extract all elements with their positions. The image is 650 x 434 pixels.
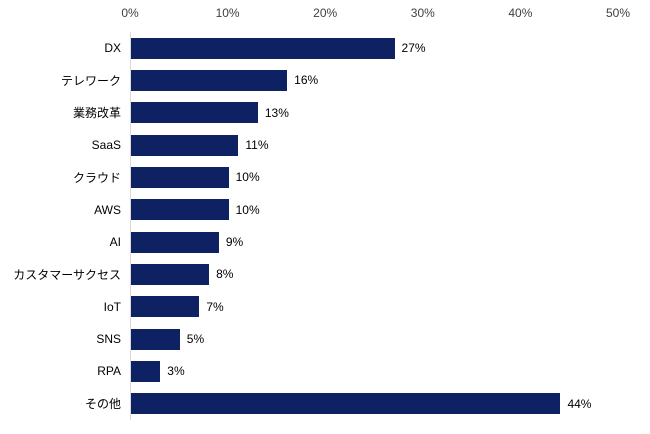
bar-row: その他 44% bbox=[0, 387, 650, 420]
bar bbox=[131, 296, 200, 318]
category-label: SaaS bbox=[91, 138, 121, 153]
x-axis-tick-label: 20% bbox=[313, 6, 338, 20]
category-label: カスタマーサクセス bbox=[13, 267, 121, 282]
x-axis-tick-label: 40% bbox=[508, 6, 533, 20]
bar-row: AWS 10% bbox=[0, 193, 650, 226]
bar-row: SNS 5% bbox=[0, 322, 650, 356]
bar-zone: 10% bbox=[130, 161, 618, 194]
value-label: 8% bbox=[216, 267, 234, 282]
bar-zone: 9% bbox=[130, 225, 618, 259]
x-axis-tick-label: 10% bbox=[215, 6, 240, 20]
bar bbox=[131, 328, 180, 350]
bar-row: カスタマーサクセス 8% bbox=[0, 258, 650, 291]
category-label: その他 bbox=[84, 397, 121, 412]
value-label: 7% bbox=[206, 299, 224, 314]
bar bbox=[131, 360, 161, 382]
bar bbox=[131, 199, 229, 221]
value-label: 5% bbox=[186, 332, 205, 347]
bar bbox=[131, 393, 561, 415]
value-label: 44% bbox=[567, 396, 592, 411]
x-axis-tick-label: 0% bbox=[121, 6, 139, 20]
value-label: 16% bbox=[294, 73, 319, 88]
value-label: 27% bbox=[401, 41, 426, 56]
category-label: クラウド bbox=[72, 170, 121, 185]
category-label: AWS bbox=[94, 202, 121, 217]
x-axis-tick-label: 50% bbox=[605, 6, 631, 20]
bar-zone: 16% bbox=[130, 64, 618, 97]
bar-row: IoT 7% bbox=[0, 290, 650, 323]
value-label: 10% bbox=[235, 202, 260, 217]
bar bbox=[131, 37, 395, 59]
category-label: AI bbox=[109, 235, 121, 250]
bar bbox=[131, 69, 288, 91]
category-label: DX bbox=[104, 41, 121, 56]
bar-zone: 7% bbox=[130, 290, 618, 323]
bar bbox=[131, 263, 210, 285]
value-label: 10% bbox=[235, 170, 260, 185]
bar-zone: 5% bbox=[130, 322, 618, 356]
category-label: RPA bbox=[97, 364, 121, 379]
bar-zone: 27% bbox=[130, 32, 618, 65]
x-axis-ticks: 0% 10% 20% 30% 40% 50% bbox=[121, 6, 630, 24]
bar-zone: 3% bbox=[130, 355, 618, 388]
value-label: 3% bbox=[167, 364, 185, 379]
bar-row: DX 27% bbox=[0, 32, 650, 65]
category-label: テレワーク bbox=[60, 73, 121, 88]
bar-zone: 13% bbox=[130, 96, 618, 129]
category-label: 業務改革 bbox=[72, 106, 121, 121]
value-label: 13% bbox=[264, 105, 289, 120]
bar-row: RPA 3% bbox=[0, 355, 650, 388]
bar-row: SaaS 11% bbox=[0, 128, 650, 162]
bar-zone: 10% bbox=[130, 193, 618, 226]
bar-row: テレワーク 16% bbox=[0, 64, 650, 97]
bar bbox=[131, 134, 239, 156]
bar-zone: 11% bbox=[130, 128, 618, 162]
category-label: SNS bbox=[96, 332, 121, 347]
bar bbox=[131, 166, 229, 188]
bar-zone: 8% bbox=[130, 258, 618, 291]
bar-row: AI 9% bbox=[0, 225, 650, 259]
x-axis-tick-label: 30% bbox=[410, 6, 435, 20]
bar bbox=[131, 231, 219, 253]
category-label: IoT bbox=[103, 299, 121, 314]
plot-area: DX 27% テレワーク 16% 業務改革 13% SaaS 11% クラウド 10% AWS 10%… bbox=[0, 32, 650, 420]
bar-row: 業務改革 13% bbox=[0, 96, 650, 129]
bar-row: クラウド 10% bbox=[0, 161, 650, 194]
bar bbox=[131, 102, 258, 124]
value-label: 9% bbox=[225, 235, 244, 250]
value-label: 11% bbox=[245, 138, 269, 153]
bar-zone: 44% bbox=[130, 387, 618, 420]
